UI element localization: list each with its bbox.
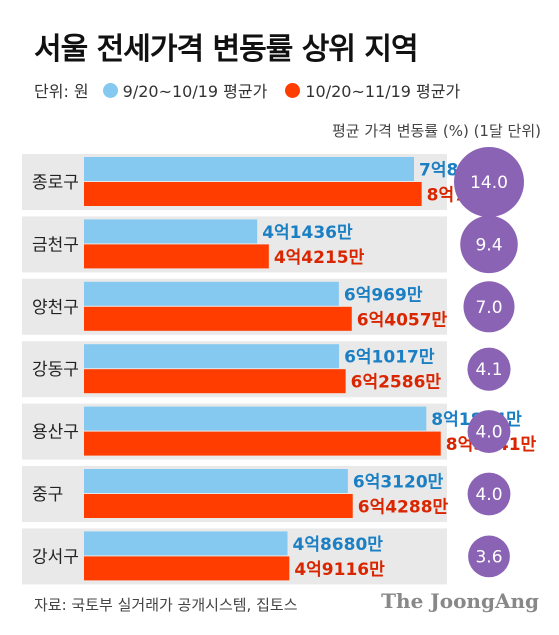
category-label: 강서구	[32, 547, 79, 567]
legend-item-series2: 10/20~11/19 평균가	[285, 78, 460, 102]
change-label: 4.0	[475, 485, 502, 505]
change-bubble	[468, 535, 510, 578]
category-label: 강동구	[32, 360, 79, 380]
category-label: 종로구	[32, 173, 79, 193]
category-label: 중구	[32, 485, 63, 505]
data-label-series1: 4억8680만	[292, 535, 383, 555]
data-label-series1: 6억3120만	[353, 473, 444, 493]
data-label-series2: 6억4057만	[357, 310, 448, 330]
change-bubble	[467, 347, 511, 391]
legend-label-series2: 10/20~11/19 평균가	[305, 82, 461, 101]
data-label-series1: 4억1436만	[262, 223, 353, 243]
legend-swatch-series1	[102, 82, 118, 98]
data-label-series1: 6억969만	[344, 285, 423, 305]
change-bubble	[454, 147, 524, 217]
bar-series1	[84, 281, 339, 306]
legend-item-series1: 9/20~10/19 평균가	[102, 78, 268, 102]
bar-series2	[84, 369, 346, 394]
unit-label: 단위: 원	[34, 82, 89, 101]
legend-label-series1: 9/20~10/19 평균가	[122, 82, 268, 101]
change-label: 4.0	[475, 423, 502, 443]
data-label-series2: 4억4215만	[274, 248, 365, 268]
bar-series1	[84, 531, 288, 556]
bar-series2	[84, 306, 352, 331]
legend: 단위: 원 9/20~10/19 평균가 10/20~11/19 평균가	[34, 78, 478, 102]
data-label-series2: 4억9116만	[294, 560, 385, 580]
bar-series2	[84, 244, 269, 269]
change-label: 4.1	[475, 360, 502, 380]
change-label: 7.0	[475, 298, 502, 318]
change-bubble	[460, 215, 518, 274]
bar-series2	[84, 556, 290, 581]
bar-series1	[84, 344, 340, 369]
category-label: 용산구	[32, 423, 79, 443]
bar-series1	[84, 406, 427, 431]
bar-series1	[84, 469, 348, 493]
category-label: 금천구	[32, 235, 79, 255]
brand-logo: The JoongAng	[381, 589, 539, 613]
bar-series2	[84, 494, 353, 518]
change-label: 14.0	[470, 173, 508, 193]
category-label: 양천구	[32, 298, 79, 318]
change-bubble	[467, 410, 511, 454]
bar-series1	[84, 157, 414, 181]
source-note: 자료: 국토부 실거래가 공개시스템, 집토스	[34, 596, 298, 614]
data-label-series2: 6억2586만	[351, 373, 442, 393]
bar-series1	[84, 219, 258, 244]
legend-swatch-series2	[285, 82, 301, 98]
change-bubble	[467, 472, 511, 516]
bar-series2	[84, 431, 441, 456]
change-metric-label: 평균 가격 변동률 (%) (1달 단위)	[331, 122, 541, 140]
data-label-series2: 6억4288만	[358, 498, 449, 518]
bar-series2	[84, 182, 422, 206]
change-bubble	[463, 281, 515, 333]
data-label-series1: 6억1017만	[344, 348, 435, 368]
change-label: 3.6	[475, 547, 502, 567]
chart-title: 서울 전세가격 변동률 상위 지역	[34, 32, 419, 67]
change-label: 9.4	[475, 235, 502, 255]
